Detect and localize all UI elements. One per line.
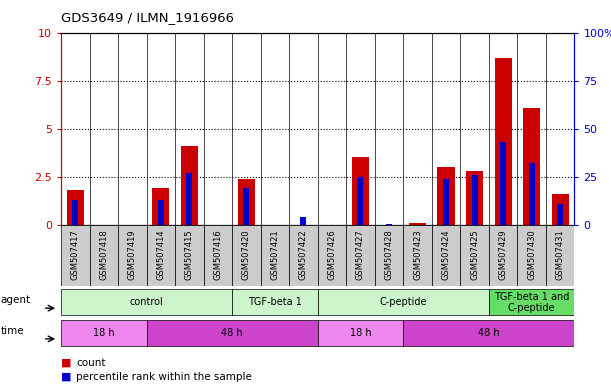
Text: GSM507419: GSM507419: [128, 230, 137, 280]
Bar: [518, 225, 546, 286]
Bar: [61, 320, 147, 346]
Bar: [494, 58, 511, 225]
Text: C-peptide: C-peptide: [379, 297, 427, 308]
Bar: [158, 200, 164, 225]
Text: count: count: [76, 358, 106, 368]
Text: GSM507423: GSM507423: [413, 230, 422, 280]
Bar: [318, 290, 489, 315]
Text: 18 h: 18 h: [93, 328, 115, 338]
Bar: [346, 225, 375, 286]
Bar: [437, 167, 455, 225]
Bar: [318, 225, 346, 286]
Bar: [409, 223, 426, 225]
Bar: [72, 200, 78, 225]
Bar: [238, 179, 255, 225]
Text: GSM507418: GSM507418: [100, 230, 108, 280]
Bar: [61, 225, 90, 286]
Text: GSM507426: GSM507426: [327, 230, 337, 280]
Bar: [301, 217, 307, 225]
Bar: [375, 225, 403, 286]
Bar: [243, 188, 249, 225]
Text: GSM507425: GSM507425: [470, 230, 479, 280]
Bar: [432, 225, 460, 286]
Bar: [403, 225, 432, 286]
Text: GSM507421: GSM507421: [271, 230, 279, 280]
Bar: [186, 173, 192, 225]
Text: GSM507424: GSM507424: [442, 230, 450, 280]
Bar: [460, 225, 489, 286]
Bar: [61, 290, 232, 315]
Bar: [232, 225, 261, 286]
Text: GSM507416: GSM507416: [213, 230, 222, 280]
Text: GDS3649 / ILMN_1916966: GDS3649 / ILMN_1916966: [61, 12, 234, 25]
Text: GSM507414: GSM507414: [156, 230, 166, 280]
Bar: [386, 224, 392, 225]
Bar: [557, 204, 563, 225]
Bar: [489, 225, 518, 286]
Bar: [443, 179, 449, 225]
Bar: [147, 225, 175, 286]
Bar: [466, 171, 483, 225]
Text: GSM507427: GSM507427: [356, 230, 365, 280]
Bar: [546, 225, 574, 286]
Text: GSM507430: GSM507430: [527, 230, 536, 280]
Bar: [118, 225, 147, 286]
Bar: [352, 157, 369, 225]
Bar: [261, 225, 289, 286]
Bar: [500, 142, 506, 225]
Bar: [175, 225, 203, 286]
Bar: [203, 225, 232, 286]
Bar: [403, 320, 574, 346]
Bar: [472, 175, 478, 225]
Bar: [232, 290, 318, 315]
Bar: [90, 225, 118, 286]
Text: GSM507431: GSM507431: [555, 230, 565, 280]
Bar: [318, 320, 403, 346]
Text: GSM507428: GSM507428: [384, 230, 393, 280]
Bar: [67, 190, 84, 225]
Bar: [357, 177, 364, 225]
Bar: [489, 290, 574, 315]
Bar: [523, 108, 540, 225]
Text: 48 h: 48 h: [478, 328, 500, 338]
Text: GSM507422: GSM507422: [299, 230, 308, 280]
Bar: [181, 146, 198, 225]
Text: ■: ■: [61, 372, 71, 382]
Bar: [552, 194, 569, 225]
Text: TGF-beta 1: TGF-beta 1: [248, 297, 302, 308]
Text: GSM507420: GSM507420: [242, 230, 251, 280]
Text: TGF-beta 1 and
C-peptide: TGF-beta 1 and C-peptide: [494, 291, 569, 313]
Bar: [289, 225, 318, 286]
Text: agent: agent: [1, 295, 31, 306]
Text: 48 h: 48 h: [221, 328, 243, 338]
Text: 18 h: 18 h: [349, 328, 371, 338]
Bar: [529, 163, 535, 225]
Text: time: time: [1, 326, 24, 336]
Bar: [152, 188, 169, 225]
Text: GSM507417: GSM507417: [71, 230, 80, 280]
Text: ■: ■: [61, 358, 71, 368]
Bar: [147, 320, 318, 346]
Text: GSM507415: GSM507415: [185, 230, 194, 280]
Text: percentile rank within the sample: percentile rank within the sample: [76, 372, 252, 382]
Text: GSM507429: GSM507429: [499, 230, 508, 280]
Text: control: control: [130, 297, 164, 308]
